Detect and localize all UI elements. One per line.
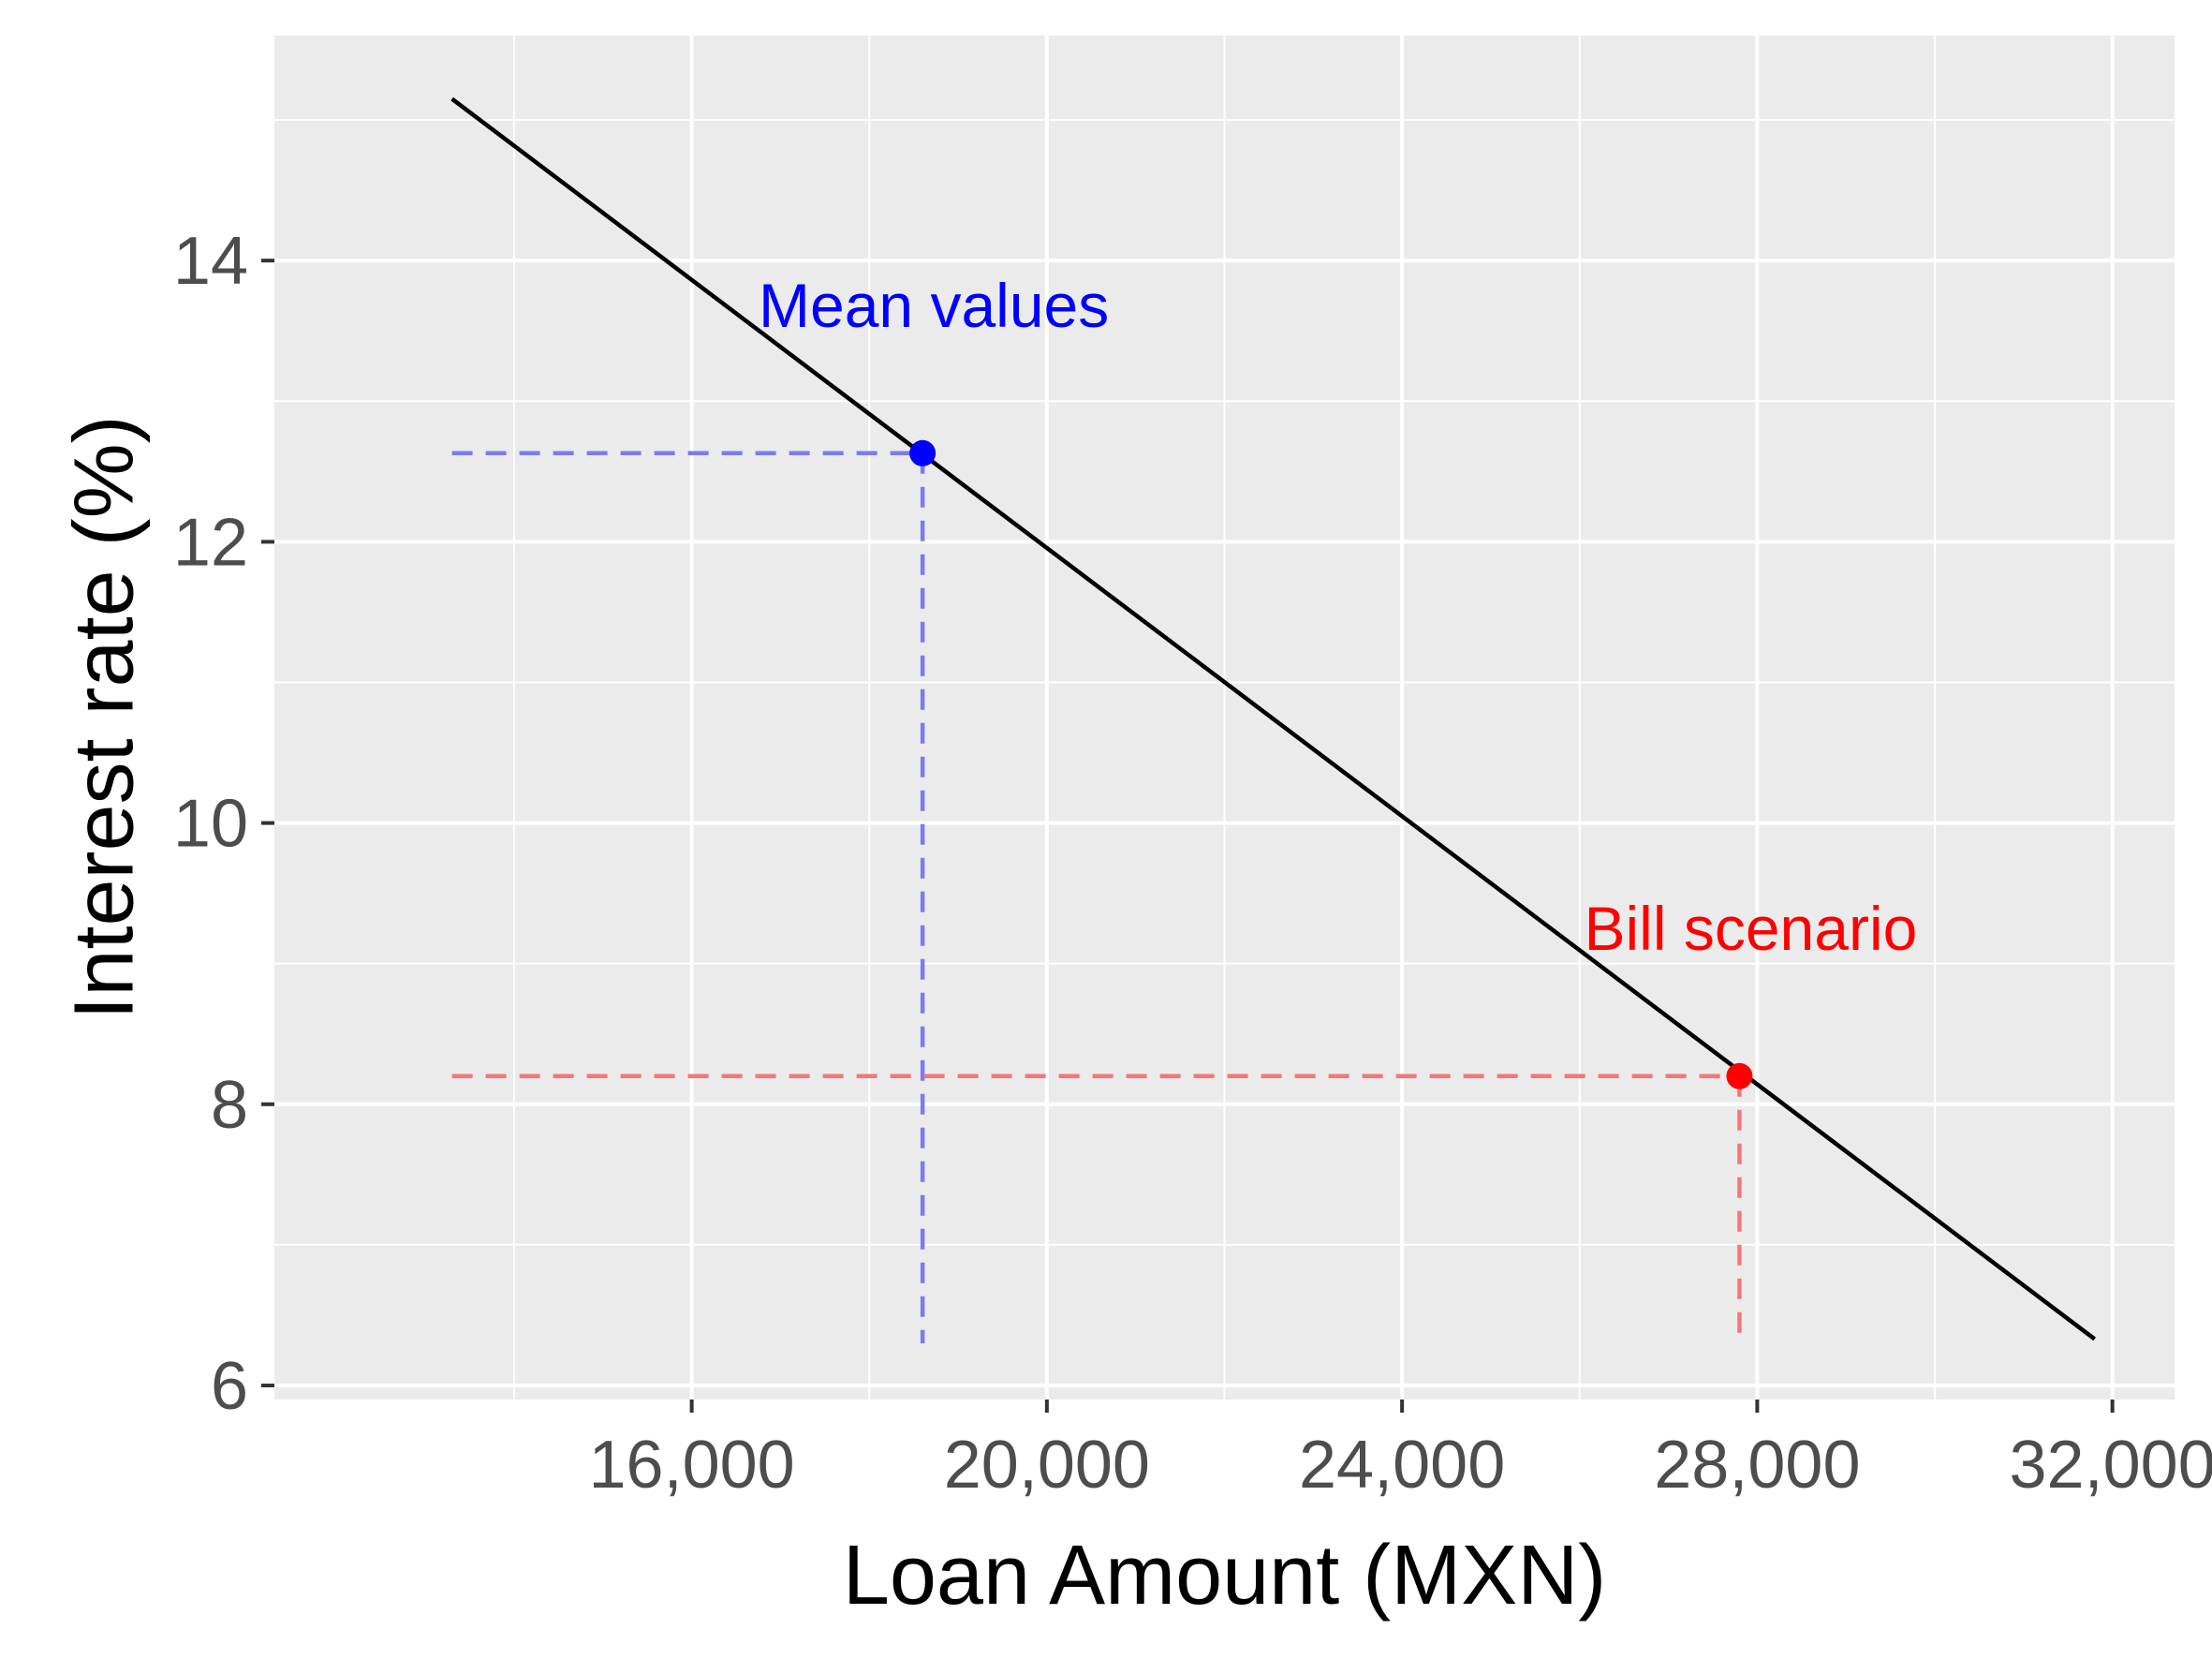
y-tick-label: 8	[211, 1068, 248, 1143]
x-tick-label: 24,000	[1299, 1428, 1505, 1503]
highlight-points	[909, 439, 1753, 1089]
guide-lines	[451, 451, 1742, 1343]
highlight-point	[909, 439, 936, 467]
point-label: Bill scenario	[1585, 894, 1918, 963]
minor-gridlines	[274, 36, 2175, 1400]
y-tick-label: 6	[211, 1349, 248, 1424]
y-axis: 6 8 10 12 14	[173, 224, 274, 1424]
x-axis: 16,000 20,000 24,000 28,000 32,000	[589, 1400, 2212, 1503]
x-tick-label: 20,000	[944, 1428, 1150, 1503]
series-line	[450, 96, 2097, 1341]
x-tick-label: 32,000	[2010, 1428, 2212, 1503]
point-label: Mean values	[759, 271, 1109, 340]
x-tick-label: 28,000	[1654, 1428, 1860, 1503]
x-tick-label: 16,000	[589, 1428, 795, 1503]
regression-line	[450, 96, 2097, 1341]
x-axis-title: Loan Amount (MXN)	[843, 1529, 1606, 1622]
y-tick-label: 10	[173, 787, 248, 862]
major-gridlines	[274, 36, 2175, 1400]
y-tick-label: 14	[173, 224, 248, 299]
point-annotations: Mean values Bill scenario	[759, 271, 1917, 963]
highlight-point	[1726, 1062, 1753, 1089]
y-tick-label: 12	[173, 505, 248, 580]
y-axis-title: Interest rate (%)	[58, 415, 152, 1019]
